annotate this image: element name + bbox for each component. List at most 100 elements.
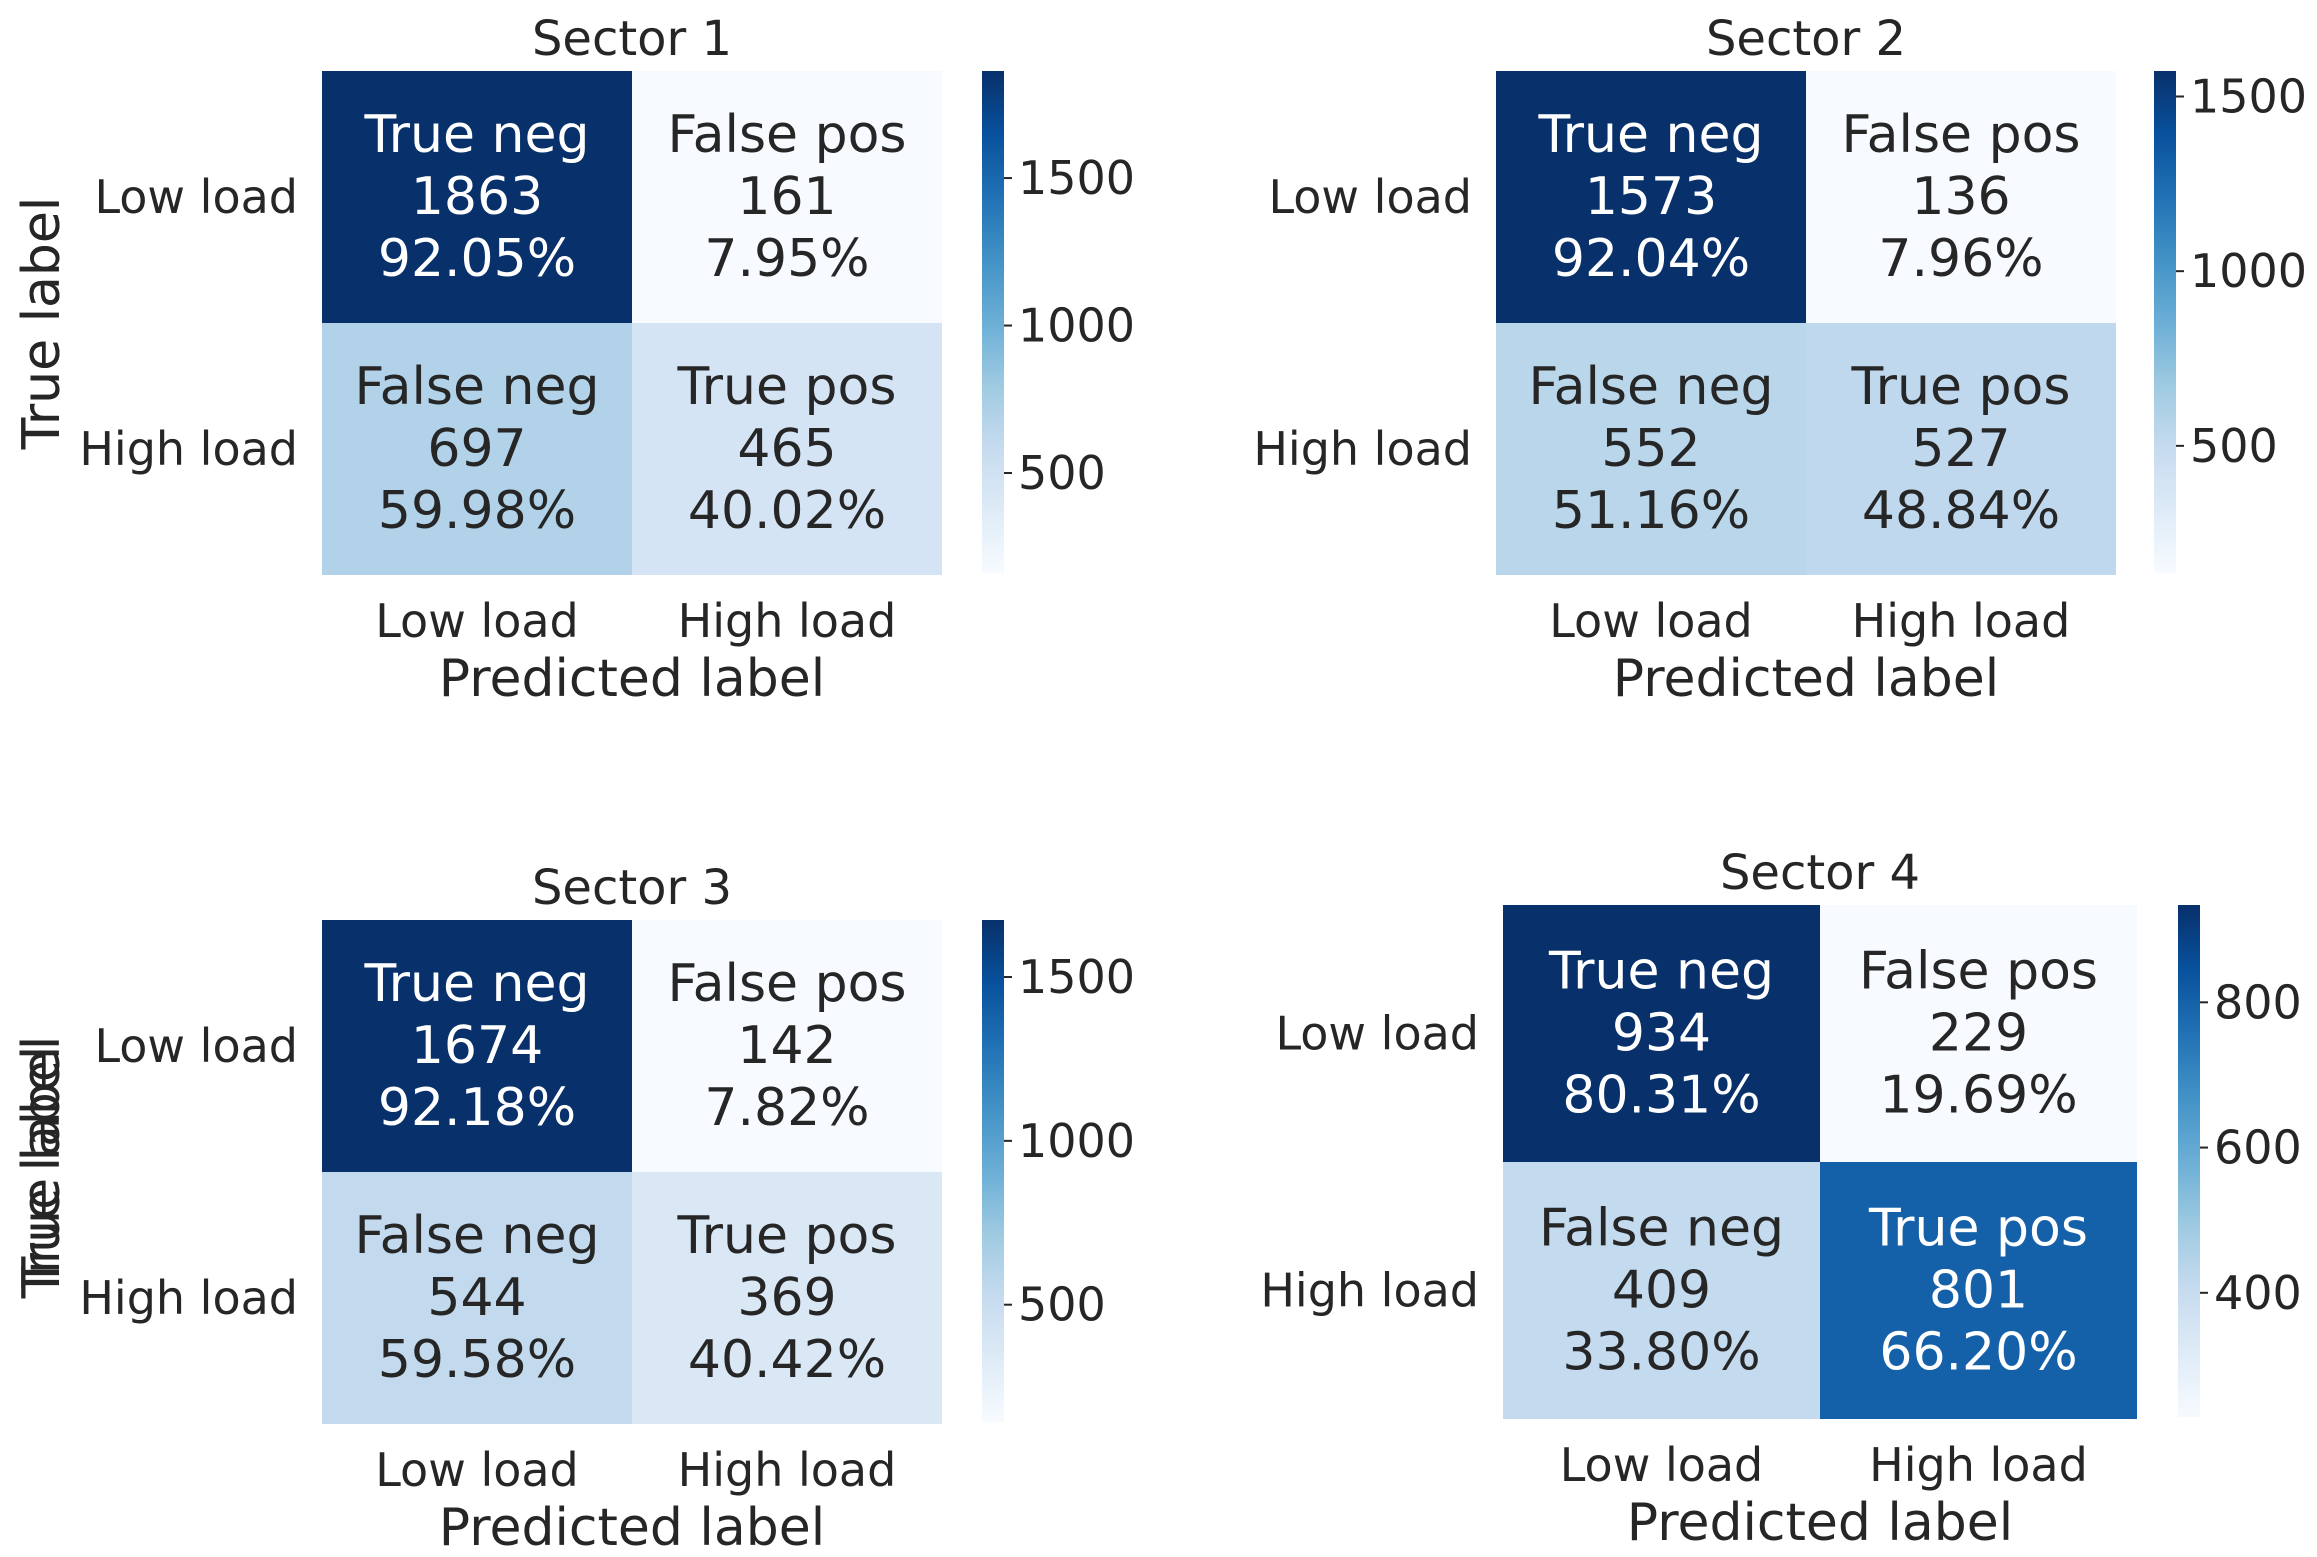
y-axis-label: True label [12,1036,72,1290]
cell-count: 934 [1612,1004,1711,1064]
heatmap-cell [632,71,942,323]
y-tick-label: High load [79,422,298,476]
heatmap-cell [1820,1162,2137,1419]
cell-percent: 19.69% [1879,1066,2077,1126]
cell-count: 1863 [411,167,543,227]
cell-label: False neg [1539,1199,1784,1259]
cell-label: True neg [364,954,590,1014]
colorbar-tick-label: 400 [2214,1266,2302,1320]
cell-percent: 92.18% [378,1078,576,1138]
heatmap-cell [1806,71,2116,323]
heatmap-cell [1496,323,1806,575]
cell-label: True pos [677,1206,897,1266]
cell-label: False pos [1842,105,2081,165]
colorbar [982,71,1004,573]
heatmap-cell [1496,71,1806,323]
heatmap-cell [1503,905,1820,1162]
cell-percent: 59.98% [378,481,576,541]
colorbar-tick-label: 1500 [2190,70,2307,124]
x-tick-label: Low load [1549,594,1753,648]
cell-percent: 7.82% [704,1078,869,1138]
y-axis-label: True label [12,1046,72,1300]
cell-label: True neg [1538,105,1764,165]
x-axis-label: Predicted label [1613,649,1999,709]
colorbar-tick-label: 500 [1018,1278,1106,1332]
y-tick-label: Low load [1268,170,1472,224]
y-tick-label: Low load [94,170,298,224]
cell-count: 544 [427,1268,526,1328]
colorbar-tick-label: 600 [2214,1121,2302,1175]
panel-title: Sector 4 [1720,845,1920,901]
cell-count: 409 [1612,1261,1711,1321]
y-tick-label: High load [1260,1264,1479,1318]
heatmap-cell [632,323,942,575]
panel-title: Sector 2 [1706,11,1906,67]
cell-label: False neg [354,1206,599,1266]
x-axis-label: Predicted label [439,1498,825,1557]
colorbar-tick-label: 1000 [1018,299,1135,353]
cell-count: 697 [427,419,526,479]
cell-percent: 80.31% [1562,1066,1760,1126]
colorbar-tick-label: 800 [2214,975,2302,1029]
cell-count: 1674 [411,1016,543,1076]
cell-count: 161 [737,167,836,227]
x-tick-label: High load [678,594,897,648]
heatmap-cell [632,1172,942,1424]
cell-percent: 7.95% [704,229,869,289]
x-tick-label: Low load [1560,1438,1764,1492]
cell-count: 136 [1911,167,2010,227]
x-axis-label: Predicted label [1627,1493,2013,1553]
cell-percent: 51.16% [1552,481,1750,541]
cell-percent: 33.80% [1562,1323,1760,1383]
cell-percent: 40.42% [688,1330,886,1390]
cell-count: 552 [1601,419,1700,479]
cell-label: False neg [354,357,599,417]
y-tick-label: Low load [94,1019,298,1073]
y-tick-label: Low load [1275,1007,1479,1061]
cell-count: 1573 [1585,167,1717,227]
cell-label: True pos [677,357,897,417]
heatmap-cell [322,1172,632,1424]
heatmap-cell [322,323,632,575]
cell-percent: 40.02% [688,481,886,541]
cell-percent: 92.05% [378,229,576,289]
cell-label: True neg [364,105,590,165]
x-tick-label: High load [678,1443,897,1497]
colorbar-tick-label: 1000 [2190,244,2307,298]
colorbar-tick-label: 500 [1018,446,1106,500]
x-axis-label: Predicted label [439,649,825,709]
cell-count: 142 [737,1016,836,1076]
colorbar-tick-label: 1000 [1018,1114,1135,1168]
colorbar [982,920,1004,1422]
colorbar [2178,905,2200,1417]
y-tick-label: High load [1253,422,1472,476]
y-axis-label: True label [12,197,72,451]
cell-label: True pos [1868,1199,2088,1259]
panel-title: Sector 1 [532,11,732,67]
cell-count: 801 [1929,1261,2028,1321]
colorbar [2154,71,2176,573]
cell-label: False neg [1528,357,1773,417]
cell-percent: 92.04% [1552,229,1750,289]
x-tick-label: Low load [375,594,579,648]
cell-label: True neg [1548,942,1774,1002]
panel-title: Sector 3 [532,860,732,916]
cell-percent: 59.58% [378,1330,576,1390]
heatmap-cell [322,920,632,1172]
cell-label: False pos [668,105,907,165]
y-axis-label: True label [12,197,72,451]
heatmap-cell [632,920,942,1172]
cell-percent: 7.96% [1878,229,2043,289]
x-tick-label: Low load [375,1443,579,1497]
y-tick-label: High load [79,1271,298,1325]
cell-label: False pos [1859,942,2098,1002]
heatmap-cell [322,71,632,323]
cell-count: 369 [737,1268,836,1328]
heatmap-cell [1820,905,2137,1162]
colorbar-tick-label: 1500 [1018,950,1135,1004]
cell-percent: 66.20% [1879,1323,2077,1383]
